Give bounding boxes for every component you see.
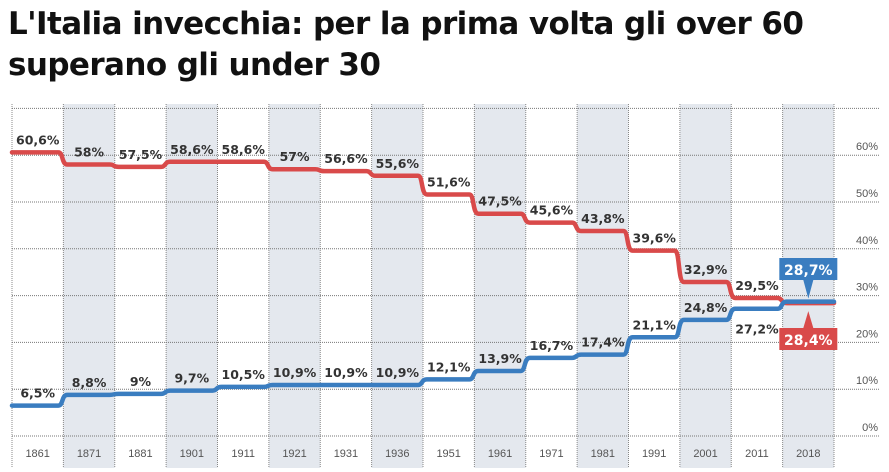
data-label: 39,6% [633,231,677,246]
under-30-callout-label: 28,4% [784,333,833,349]
over-60-callout-label: 28,7% [784,263,833,279]
y-tick-label: 0% [862,422,878,434]
data-label: 58,6% [222,142,266,157]
callout-pointer [803,280,814,299]
x-tick-label: 1911 [231,448,255,460]
data-label: 10,9% [324,365,368,380]
x-tick-label: 1871 [77,448,101,460]
x-tick-label: 1991 [642,448,666,460]
data-label: 57,5% [119,147,163,162]
y-tick-label: 50% [856,188,878,200]
chart-title: L'Italia invecchia: per la prima volta g… [8,6,804,83]
x-tick-label: 1951 [436,448,460,460]
y-tick-label: 10% [856,375,878,387]
y-tick-label: 20% [856,328,878,340]
shaded-column [268,104,321,468]
x-tick-label: 1881 [128,448,152,460]
x-tick-label: 1921 [282,448,306,460]
x-tick-label: 2001 [693,448,717,460]
x-tick-label: 1971 [539,448,563,460]
shaded-column [679,104,732,468]
data-label: 43,8% [581,211,625,226]
x-tick-label: 1931 [334,448,358,460]
data-label: 6,5% [20,386,55,401]
under-30-callout [779,328,838,350]
data-label: 29,5% [735,278,779,293]
y-tick-label: 60% [856,141,878,153]
y-tick-label: 30% [856,282,878,294]
x-tick-label: 2018 [796,448,820,460]
data-label: 47,5% [478,194,522,209]
shaded-column [371,104,423,468]
data-label: 9% [130,374,152,389]
x-tick-label: 1861 [25,448,49,460]
data-label: 24,8% [684,300,728,315]
y-tick-label: 40% [856,235,878,247]
over-60-callout [779,258,838,280]
data-label: 27,2% [735,322,779,337]
shaded-column [166,104,218,468]
data-label: 58% [74,145,104,160]
x-tick-label: 1901 [180,448,204,460]
callout-pointer [803,311,814,328]
x-tick-label: 1981 [591,448,615,460]
data-label: 56,6% [324,151,368,166]
x-tick-label: 2011 [745,448,769,460]
data-label: 10,5% [222,367,266,382]
data-label: 13,9% [478,351,522,366]
data-label: 8,8% [72,375,107,390]
shaded-column [474,104,526,468]
shaded-column [577,104,629,468]
under-30-line [9,150,837,306]
data-label: 45,6% [530,203,574,218]
x-tick-label: 1961 [488,448,512,460]
over-60-line [9,299,837,408]
data-label: 57% [280,149,310,164]
data-label: 9,7% [174,371,209,386]
data-label: 21,1% [633,317,677,332]
data-label: 51,6% [427,175,471,190]
data-label: 10,9% [376,365,420,380]
data-label: 58,6% [170,142,214,157]
data-label: 12,1% [427,359,471,374]
data-label: 10,9% [273,365,317,380]
data-label: 55,6% [376,156,420,171]
data-label: 60,6% [16,132,60,147]
data-label: 17,4% [581,335,625,350]
x-tick-label: 1936 [385,448,409,460]
data-label: 32,9% [684,262,728,277]
data-label: 16,7% [530,338,574,353]
